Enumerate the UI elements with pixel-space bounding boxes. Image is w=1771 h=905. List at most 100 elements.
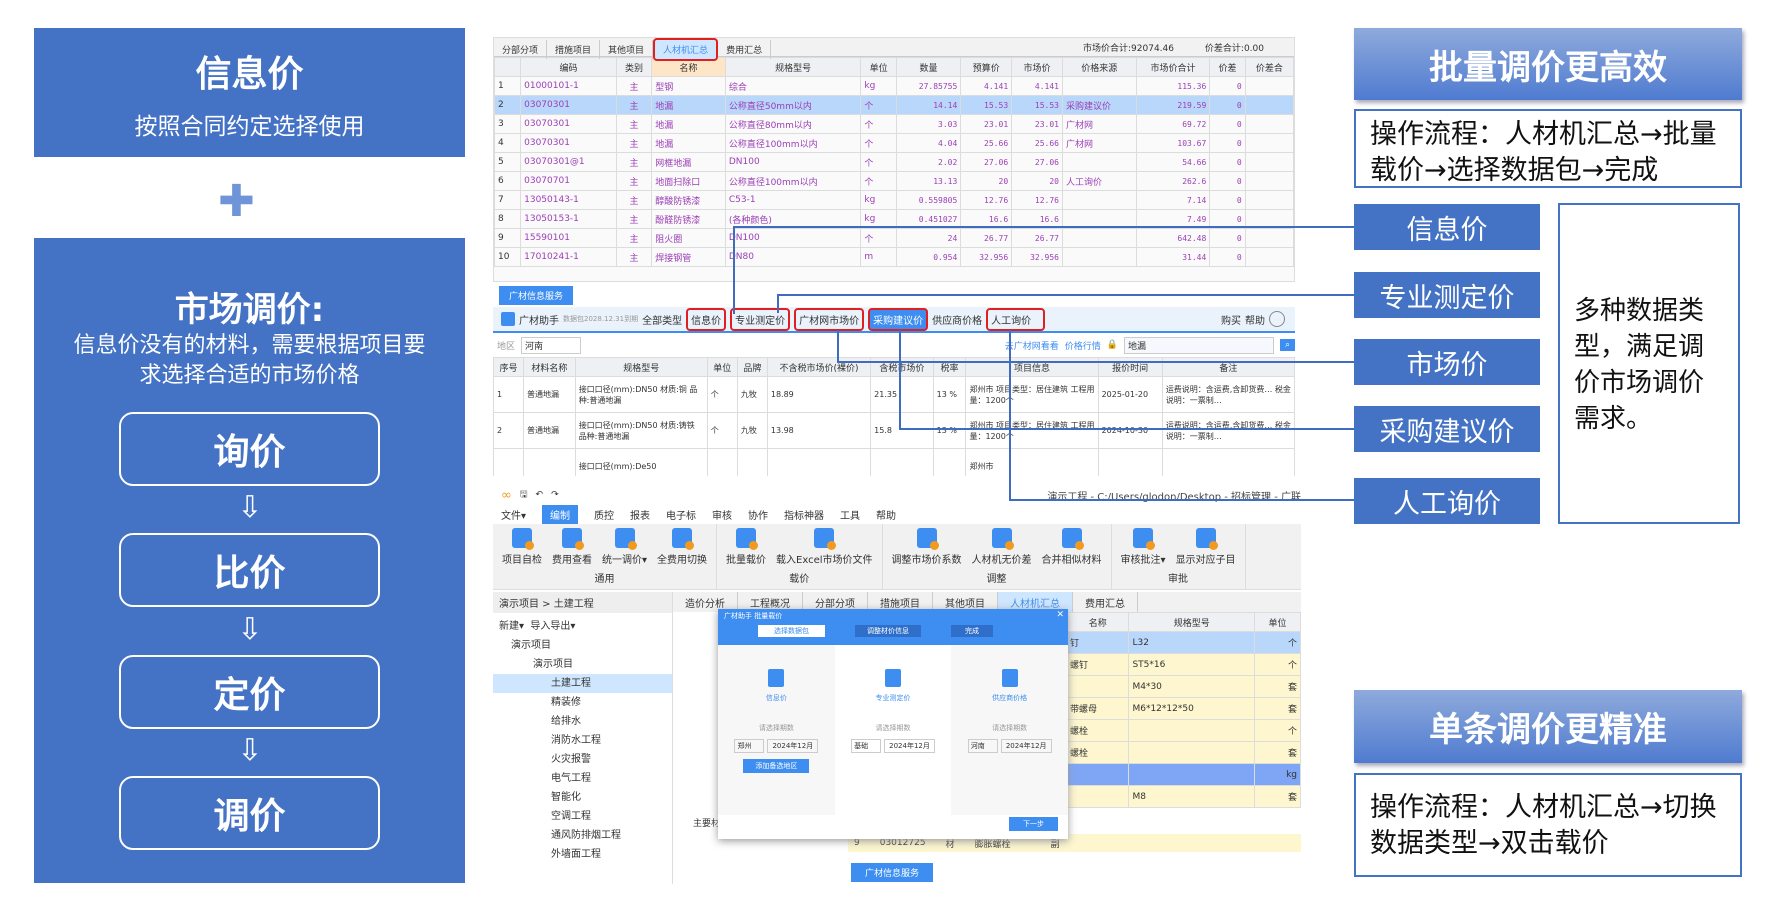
link-price-trend[interactable]: 价格行情 [1064, 341, 1101, 352]
ribbon-button[interactable]: 批量载价 [726, 528, 766, 566]
lock-icon[interactable]: 🔒 [1106, 340, 1118, 350]
period-select[interactable]: 2024年12月 [767, 739, 819, 753]
assistant-menu[interactable]: 广材助手 [519, 315, 559, 327]
buy-menu[interactable]: 购买 [1221, 315, 1241, 327]
tree-item[interactable]: 外墙面工程 [551, 849, 601, 860]
ribbon-button[interactable]: 合并相似材料 [1042, 528, 1102, 566]
ribbon-button[interactable]: 显示对应子目 [1176, 528, 1236, 566]
column-header[interactable]: 价差合 [1244, 57, 1294, 77]
tab-measures[interactable]: 措施项目 [547, 40, 601, 59]
service-tab[interactable]: 广材信息服务 [499, 286, 574, 305]
menu-7[interactable]: 指标神器 [784, 510, 825, 522]
menu-5[interactable]: 审核 [712, 510, 733, 522]
region-select[interactable]: 郑州 [734, 739, 765, 753]
tab-fee-summary[interactable]: 费用汇总 [718, 40, 772, 59]
ribbon-button[interactable]: 费用查看 [552, 528, 592, 566]
period-select[interactable]: 2024年12月 [1000, 739, 1052, 753]
menu-3[interactable]: 报表 [630, 510, 651, 522]
content-tab[interactable]: 人材机汇总 [998, 592, 1073, 612]
tree-item[interactable]: 消防水工程 [551, 735, 601, 746]
menu-2[interactable]: 质控 [594, 510, 615, 522]
table-row[interactable]: kg [1065, 763, 1301, 786]
close-icon[interactable]: ✕ [1056, 610, 1064, 620]
content-tab[interactable]: 措施项目 [868, 592, 933, 612]
ribbon-button[interactable]: 审核批注▾ [1121, 528, 1166, 566]
user-avatar-icon[interactable] [1269, 311, 1285, 327]
tree-item[interactable]: 火灾报警 [551, 754, 591, 765]
region-select[interactable]: 河南 [521, 336, 582, 354]
type-professional-price[interactable]: 专业测定价 [730, 307, 791, 331]
table-row[interactable]: 9 15590101 主阻火圈 DN100 个 24 26.77 26.77 642.48 0 [494, 228, 1294, 248]
type-info-price[interactable]: 信息价 [686, 307, 727, 331]
content-tab[interactable]: 费用汇总 [1073, 592, 1138, 612]
menu-6[interactable]: 协作 [748, 510, 769, 522]
ribbon-button[interactable]: 全费用切换 [657, 528, 707, 566]
search-input[interactable]: 地漏 [1123, 336, 1274, 354]
menu-9[interactable]: 帮助 [876, 510, 897, 522]
dialog-card[interactable]: 供应商价格 请选择期数 河南 2024年12月 [951, 645, 1069, 815]
column-header[interactable]: 市场价 [1011, 57, 1063, 77]
content-tab[interactable]: 工程概况 [738, 592, 803, 612]
type-market-price[interactable]: 广材网市场价 [794, 307, 865, 331]
table-row[interactable]: 接口口径(mm):De50 郑州市 [493, 448, 1295, 476]
tree-item[interactable]: 通风防排烟工程 [551, 830, 621, 841]
undo-icon[interactable]: ↶ [535, 490, 544, 500]
content-tab[interactable]: 分部分项 [803, 592, 868, 612]
tree-item[interactable]: 智能化 [551, 792, 581, 803]
ribbon-button[interactable]: 载入Excel市场价文件 [776, 528, 873, 566]
column-header[interactable] [494, 57, 522, 77]
tree-item[interactable]: 演示项目 [533, 659, 573, 670]
table-row[interactable]: 10 17010241-1 主焊接钢管 DN80 m 0.954 32.956 32.956 3… [494, 247, 1294, 267]
table-row[interactable]: M8 套 [1065, 785, 1301, 808]
type-supplier[interactable]: 供应商价格 [932, 315, 983, 327]
type-purchase-suggested[interactable]: 采购建议价 [868, 307, 929, 331]
table-row[interactable]: 3 03070301 主地漏 公称直径80mm以内个 3.03 23.01 23.01 广材网… [494, 114, 1294, 134]
region-select[interactable]: 河南 [967, 739, 998, 753]
next-button[interactable]: 下一步 [1009, 817, 1058, 831]
import-export-menu[interactable]: 导入导出▾ [530, 621, 576, 632]
menu-8[interactable]: 工具 [840, 510, 861, 522]
tree-item[interactable]: 给排水 [551, 716, 581, 727]
ribbon-button[interactable]: 统一调价▾ [602, 528, 647, 566]
tree-item[interactable]: 精装修 [551, 697, 581, 708]
ribbon-button[interactable]: 项目自检 [502, 528, 542, 566]
type-manual-inquiry[interactable]: 人工询价 [986, 307, 1046, 331]
menu-1[interactable]: 编制 [542, 504, 579, 524]
table-row[interactable]: 6 03070701 主地面扫除口 公称直径100mm以内个 13.13 20 20 人工询价… [494, 171, 1294, 191]
tree-item[interactable]: 演示项目 [511, 640, 551, 651]
table-row[interactable]: 8 13050153-1 主酚醛防锈漆 (各种颜色) kg 0.451027 16.6 16.… [494, 209, 1294, 229]
content-tab[interactable]: 造价分析 [673, 592, 738, 612]
new-menu[interactable]: 新建▾ [499, 621, 525, 632]
menu-0[interactable]: 文件▾ [501, 510, 527, 522]
add-region-button[interactable]: 添加备选地区 [743, 759, 810, 773]
redo-icon[interactable]: ↷ [551, 490, 559, 500]
table-row[interactable]: 7 13050143-1 主醇酸防锈漆 C53-1 kg 0.559805 12.76 12.… [494, 190, 1294, 210]
table-row[interactable]: 2 03070301 主地漏 公称直径50mm以内个 14.14 15.53 15.53 采购… [494, 95, 1294, 115]
tree-item[interactable]: 电气工程 [551, 773, 591, 784]
search-icon[interactable]: ⌕ [1279, 339, 1295, 351]
table-row[interactable]: 钉 L32 个 [1065, 631, 1301, 654]
menu-4[interactable]: 电子标 [666, 510, 697, 522]
dialog-card[interactable]: 专业测定价 请选择期数 基础 2024年12月 [834, 645, 952, 815]
tree-item[interactable]: 空调工程 [551, 811, 591, 822]
dialog-card[interactable]: 信息价 请选择期数 郑州 2024年12月 添加备选地区 [718, 645, 835, 815]
column-header[interactable]: 规格型号 [724, 57, 862, 77]
tab-fbfx[interactable]: 分部分项 [494, 40, 548, 59]
ribbon-button[interactable]: 调整市场价系数 [892, 528, 962, 566]
period-select[interactable]: 2024年12月 [884, 739, 935, 753]
bottom-service-tab[interactable]: 广材信息服务 [851, 863, 934, 882]
column-header[interactable]: 类别 [615, 57, 653, 77]
tab-other[interactable]: 其他项目 [600, 40, 654, 59]
save-icon[interactable]: 🖫 [519, 490, 528, 500]
type-all[interactable]: 全部类型 [642, 315, 683, 327]
region-select[interactable]: 基础 [851, 739, 882, 753]
link-gcw[interactable]: 去广材网看看 [1004, 341, 1059, 352]
tab-material-summary[interactable]: 人材机汇总 [653, 38, 719, 61]
column-header[interactable]: 名称 [651, 57, 726, 77]
help-menu[interactable]: 帮助 [1245, 315, 1265, 327]
table-row[interactable]: 螺栓个 [1065, 719, 1301, 742]
table-row[interactable]: 4 03070301 主地漏 公称直径100mm以内个 4.04 25.66 25.66 广材… [494, 133, 1294, 153]
ribbon-button[interactable]: 人材机无价差 [972, 528, 1032, 566]
table-row[interactable]: M4*30 套 [1065, 675, 1301, 698]
column-header[interactable]: 价格来源 [1061, 57, 1137, 77]
